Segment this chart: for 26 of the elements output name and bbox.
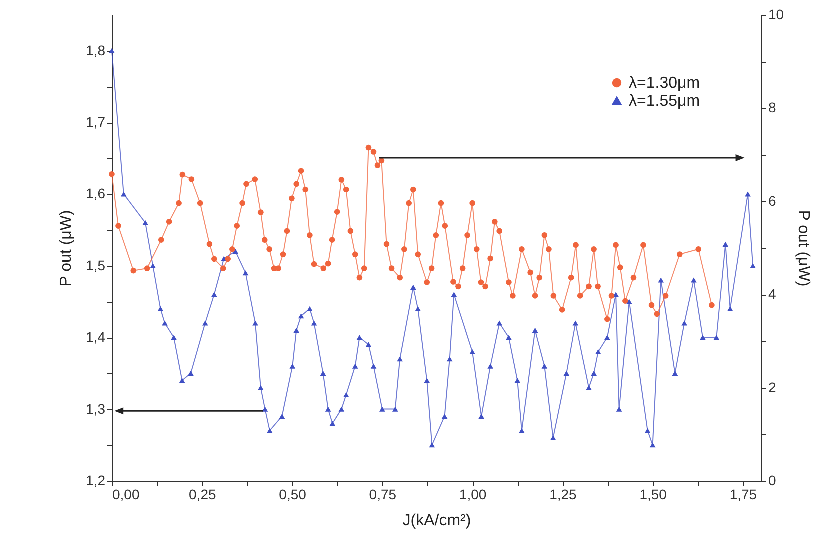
y-tick-label: 1,2 [86, 472, 106, 488]
y-tick-label: 1,7 [86, 114, 106, 130]
y2-tick-label: 6 [768, 192, 776, 209]
y-tick-label: 1,3 [86, 400, 106, 417]
y-tick-label: 1,8 [86, 42, 106, 58]
x-tick-label: 0,50 [279, 486, 307, 502]
y2-tick-label: 0 [768, 472, 776, 488]
x-tick-label: 0,00 [112, 486, 140, 502]
x-axis-title: J(kA/cm²) [402, 512, 472, 530]
x-tick-label: 0,25 [189, 486, 216, 502]
legend-label: λ=1.55μm [629, 93, 700, 110]
x-tick-label: 1,25 [550, 486, 578, 502]
y2-axis-title: P out (μW) [795, 210, 812, 287]
legend-label: λ=1.30μm [629, 75, 700, 92]
y2-tick-label: 4 [768, 286, 776, 302]
x-tick-label: 1,75 [730, 486, 758, 502]
x-tick-label: 1,00 [459, 486, 487, 502]
x-tick-label: 1,50 [640, 486, 668, 502]
y2-tick-label: 10 [768, 6, 784, 22]
y2-tick-label: 2 [768, 379, 776, 396]
y-axis-title: P out (μW) [58, 210, 76, 287]
x-tick-label: 0,75 [369, 486, 397, 502]
y-tick-label: 1,5 [86, 257, 106, 274]
y-tick-label: 1,4 [86, 329, 106, 346]
y2-tick-label: 8 [768, 100, 776, 116]
y-tick-label: 1,6 [86, 186, 106, 202]
